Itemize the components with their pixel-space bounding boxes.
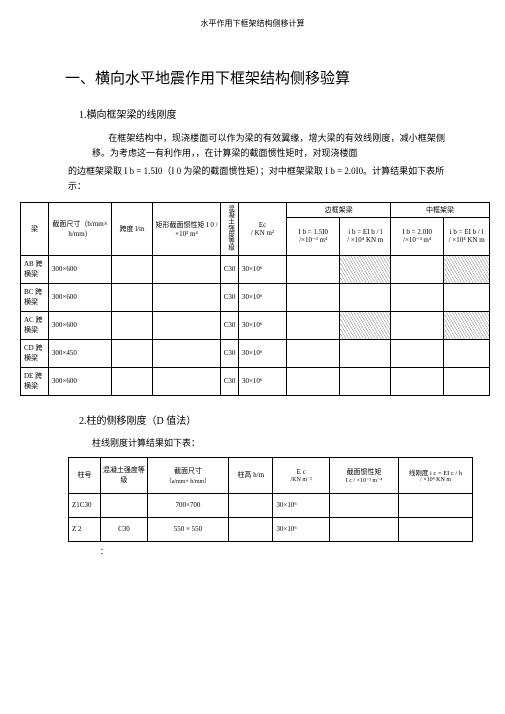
th-inertia: 矩形截面惯性矩 I 0 / ×10³ m⁴ bbox=[152, 203, 220, 256]
th-il-mid: i b = EI b / l / ×10⁴ KN m bbox=[444, 218, 490, 256]
th-midbeam: 中框架梁 bbox=[391, 203, 490, 218]
section1-title: 1.横向框架梁的线刚度 bbox=[79, 106, 475, 121]
section2-title: 2.柱的侧移刚度（D 值法） bbox=[79, 412, 475, 427]
foot-colon: ： bbox=[100, 546, 475, 557]
th2-section: 截面尺寸 （a/mm× b/mm） bbox=[147, 457, 228, 493]
page-header: 水平作用下框架结构侧移计算 bbox=[30, 18, 475, 29]
section1-para1: 在框架结构中，现浇楼面可以作为梁的有效翼缘，增大梁的有效线刚度，减小框架侧移。为… bbox=[92, 131, 445, 162]
column-table: 柱号 混凝土强度等级 截面尺寸 （a/mm× b/mm） 柱高 h/m E c … bbox=[68, 457, 473, 542]
section2-para: 柱线刚度计算结果如下表： bbox=[92, 436, 475, 449]
th-concrete: 混凝土强度等级 bbox=[221, 203, 239, 256]
table-row: BC 跨横梁 300×600 C30 30×10⁶ bbox=[21, 283, 490, 311]
th2-stiff: 线刚度 i c = EI c / h / ×10⁴ KN m bbox=[399, 457, 473, 493]
th2-ec: E c /KN m⁻² bbox=[273, 457, 330, 493]
th-ib-mid: I b = 2.0I0 /×10⁻³ m⁴ bbox=[391, 218, 444, 256]
th2-height: 柱高 h/m bbox=[229, 457, 273, 493]
th-beam: 梁 bbox=[21, 203, 49, 256]
th-sidebeam: 边框架梁 bbox=[287, 203, 391, 218]
th2-inertia: 截面惯性矩 I c / ×10⁻³ m⁻⁴ bbox=[330, 457, 399, 493]
table-row: AB 跨横梁 300×600 C30 30×10⁶ bbox=[21, 255, 490, 283]
table-row: Z 2 C30 550 × 550 30×10⁶ bbox=[69, 517, 473, 541]
th-section: 截面尺寸（b/mm× h/mm） bbox=[48, 203, 111, 256]
th2-colno: 柱号 bbox=[69, 457, 101, 493]
table-row: Z1C30 700×700 30×10⁶ bbox=[69, 493, 473, 517]
beam-table: 梁 截面尺寸（b/mm× h/mm） 跨度 l/m 矩形截面惯性矩 I 0 / … bbox=[20, 202, 490, 396]
th-ec: Ec / KN m² bbox=[238, 203, 286, 256]
th-span: 跨度 l/m bbox=[112, 203, 153, 256]
table-row: CD 跨横梁 300×450 C30 30×10⁶ bbox=[21, 339, 490, 367]
th2-concrete: 混凝土强度等级 bbox=[101, 457, 148, 493]
th-ib-side: I b = 1.5I0 /×10⁻³ m⁴ bbox=[287, 218, 340, 256]
main-title: 一、横向水平地震作用下框架结构侧移验算 bbox=[65, 67, 475, 88]
table-row: AC 跨横梁 300×600 C30 30×10⁶ bbox=[21, 311, 490, 339]
section1-para2: 的边框架梁取 I b = 1.5I0（I 0 为梁的截面惯性矩）；对中框架梁取 … bbox=[68, 164, 445, 195]
th-il-side: i b = EI b / l / ×10⁴ KN m bbox=[340, 218, 391, 256]
table-row: DE 跨横梁 300×600 C30 30×10⁶ bbox=[21, 367, 490, 395]
